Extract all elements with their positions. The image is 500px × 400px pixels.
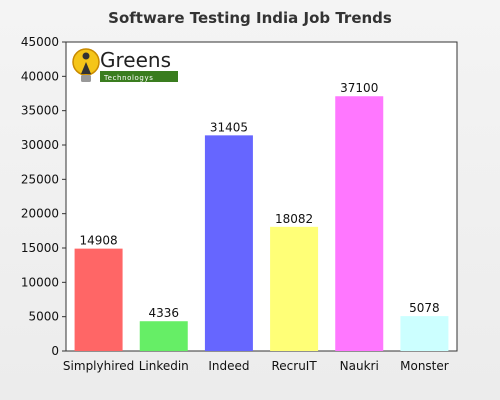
y-axis: 0 5000 10000 15000 20000 25000 30000 35000 40000…: [21, 35, 66, 358]
bar-naukri: [335, 96, 384, 351]
x-category-label: Linkedin: [139, 359, 189, 373]
y-tick-label: 30000: [21, 138, 59, 152]
x-category-label: Monster: [400, 359, 449, 373]
x-category-label: Naukri: [340, 359, 379, 373]
logo-subtitle-band: [100, 71, 178, 82]
y-tick-label: 5000: [28, 310, 59, 324]
x-category-label: Indeed: [208, 359, 249, 373]
y-tick-label: 45000: [21, 35, 59, 49]
data-label: 18082: [275, 212, 313, 226]
bar-indeed: [204, 135, 253, 351]
y-tick-label: 25000: [21, 172, 59, 186]
chart-title: Software Testing India Job Trends: [108, 9, 392, 27]
x-category-label: Simplyhired: [63, 359, 134, 373]
bulb-person-icon: [72, 48, 100, 82]
y-tick-label: 20000: [21, 207, 59, 221]
x-axis: Simplyhired Linkedin Indeed RecruIT Naukri Mo…: [63, 359, 449, 373]
greens-technologys-logo: Greens Technologys: [72, 48, 178, 82]
bar-monster: [400, 316, 449, 351]
y-tick-label: 10000: [21, 275, 59, 289]
data-label: 4336: [148, 306, 179, 320]
data-label: 5078: [409, 301, 440, 315]
y-tick-label: 35000: [21, 104, 59, 118]
y-tick-label: 40000: [21, 69, 59, 83]
plot-area: [65, 41, 458, 352]
y-tick-label: 15000: [21, 241, 59, 255]
bar-linkedin: [139, 321, 188, 351]
data-label: 31405: [210, 120, 248, 134]
y-tick-label: 0: [51, 344, 59, 358]
bars: [74, 96, 449, 351]
data-label: 14908: [79, 234, 117, 248]
bar-simplyhired: [74, 248, 123, 351]
logo-wordmark: Greens: [100, 48, 171, 72]
x-category-label: RecruIT: [271, 359, 317, 373]
logo-subtitle: Technologys: [103, 74, 153, 82]
data-label: 37100: [340, 81, 378, 95]
bar-recruit: [270, 226, 319, 351]
data-labels: 14908 4336 31405 18082 37100 5078: [79, 81, 439, 320]
